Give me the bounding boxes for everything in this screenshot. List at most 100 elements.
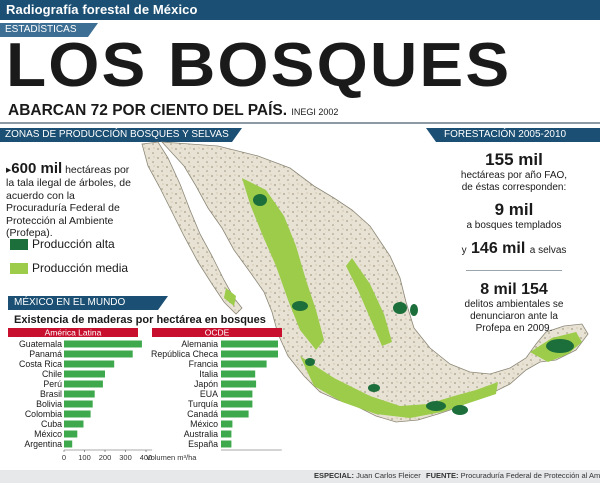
ocde-label-3: Italia xyxy=(199,369,218,379)
ocde-bar-4 xyxy=(221,380,257,388)
ocde-bar-5 xyxy=(221,390,253,398)
latam-label-3: Chile xyxy=(42,369,62,379)
latam-bar-7 xyxy=(64,410,91,418)
legend-label-high: Producción alta xyxy=(32,237,115,251)
ocde-label-10: España xyxy=(188,439,218,449)
latam-bar-5 xyxy=(64,390,95,398)
section-tag-corner xyxy=(88,23,98,37)
legend-swatch-high xyxy=(10,239,28,250)
latam-label-2: Costa Rica xyxy=(19,359,62,369)
latam-label-4: Perú xyxy=(43,379,62,389)
footer-special: ESPECIAL: Juan Carlos Fleicer xyxy=(314,471,421,480)
latam-label-5: Brasil xyxy=(40,389,62,399)
section-tag-label: ESTADÍSTICAS xyxy=(5,24,77,35)
legend-swatch-medium xyxy=(10,263,28,274)
mexico-map xyxy=(141,141,589,423)
forest-tropical-line: y 146 mil a selvas xyxy=(428,240,600,258)
page-title: LOS BOSQUES xyxy=(6,31,512,100)
latam-header xyxy=(8,328,138,337)
latam-bar-9 xyxy=(64,430,78,438)
forest-temperate: 9 mil xyxy=(494,200,534,219)
zones-description: hectáreas por la tala ilegal de árboles,… xyxy=(6,164,131,239)
high-spot-5 xyxy=(452,405,468,415)
high-spot-8 xyxy=(368,384,380,392)
top-title: Radiografía forestal de México xyxy=(6,2,198,17)
zones-bar-label: ZONAS DE PRODUCCIÓN BOSQUES Y SELVAS xyxy=(5,129,229,140)
ocde-bar-7 xyxy=(221,410,249,418)
forestation-bar-label: FORESTACIÓN 2005-2010 xyxy=(444,129,567,140)
latam-label-9: México xyxy=(34,429,62,439)
footer-source-label: FUENTE: xyxy=(426,471,459,480)
high-spot-3 xyxy=(393,302,407,314)
ocde-label-8: México xyxy=(190,419,218,429)
latam-label-6: Bolivia xyxy=(36,399,62,409)
latam-label-8: Cuba xyxy=(41,419,62,429)
page-subtitle: ABARCAN 72 POR CIENTO DEL PAÍS. INEGI 20… xyxy=(8,102,338,120)
ocde-label-4: Japón xyxy=(194,379,218,389)
latam-tick-label-0: 0 xyxy=(62,453,66,462)
world-bar-corner xyxy=(158,296,168,310)
chart-title: Existencia de maderas por hectárea en bo… xyxy=(14,314,266,326)
forest-bar-corner xyxy=(426,128,436,142)
zones-bar: ZONAS DE PRODUCCIÓN BOSQUES Y SELVAS xyxy=(0,128,232,142)
ocde-label-2: Francia xyxy=(189,359,218,369)
zones-text: ▸600 mil hectáreas por la tala ilegal de… xyxy=(6,160,136,240)
legend-label-medium: Producción media xyxy=(32,261,129,275)
ocde-bar-1 xyxy=(221,350,278,358)
forestation-panel: 155 mil hectáreas por año FAO, de éstas … xyxy=(428,148,600,335)
high-spot-6 xyxy=(546,339,574,353)
subtitle-source: INEGI 2002 xyxy=(291,107,339,117)
high-spot-9 xyxy=(305,358,315,366)
footer-source-name: Procuraduría Federal de Protección al Am… xyxy=(460,471,600,480)
forest-temperate-text: a bosques templados xyxy=(466,220,562,231)
baja-medium xyxy=(224,288,236,306)
high-spot-1 xyxy=(253,194,267,206)
footer-special-label: ESPECIAL: xyxy=(314,471,355,480)
ocde-label-9: Australia xyxy=(184,429,218,439)
ocde-bar-9 xyxy=(221,430,232,438)
title-rule xyxy=(0,122,600,124)
high-spot-7 xyxy=(410,304,418,316)
forest-total-text: hectáreas por año FAO, de éstas correspo… xyxy=(460,170,568,193)
crimes-text: delitos ambientales se denunciaron ante … xyxy=(464,299,564,334)
latam-label-10: Argentina xyxy=(24,439,62,449)
zones-bar-corner xyxy=(232,128,242,142)
top-bar: Radiografía forestal de México xyxy=(0,0,600,20)
bullet-arrow: ▸ xyxy=(6,164,12,176)
ocde-label-1: República Checa xyxy=(151,349,218,359)
ocde-bar-8 xyxy=(221,420,233,428)
ocde-bar-2 xyxy=(221,360,267,368)
footer-source: FUENTE: Procuraduría Federal de Protecci… xyxy=(426,471,600,480)
forest-y-word: y xyxy=(461,245,467,256)
forest-tropical-text: a selvas xyxy=(529,245,567,256)
forest-divider xyxy=(466,270,562,271)
ocde-header-label: OCDE xyxy=(205,328,230,338)
subtitle-text: ABARCAN 72 POR CIENTO DEL PAÍS. xyxy=(8,102,288,119)
forest-tropical: 146 mil xyxy=(471,240,526,257)
footer-special-name: Juan Carlos Fleicer xyxy=(356,471,421,480)
latam-label-0: Guatemala xyxy=(19,339,62,349)
latam-label-1: Panamá xyxy=(29,349,62,359)
baja-peninsula xyxy=(141,141,243,315)
ocde-bar-10 xyxy=(221,440,232,448)
latam-bar-2 xyxy=(64,360,115,368)
forestation-bar: FORESTACIÓN 2005-2010 xyxy=(436,128,600,142)
latam-tick-label-2: 200 xyxy=(99,453,112,462)
latam-bar-4 xyxy=(64,380,103,388)
world-bar-label: MÉXICO EN EL MUNDO xyxy=(14,297,126,308)
latam-tick-label-4: 400 xyxy=(140,453,153,462)
latam-bar-10 xyxy=(64,440,73,448)
zones-highlight: 600 mil xyxy=(11,160,63,177)
high-spot-2 xyxy=(292,301,308,311)
crimes-count: 8 mil 154 xyxy=(480,281,548,298)
sierra-oriental-medium xyxy=(346,258,392,346)
latam-bar-3 xyxy=(64,370,105,378)
world-bar: MÉXICO EN EL MUNDO xyxy=(8,296,158,310)
ocde-label-7: Canadá xyxy=(187,409,218,419)
latam-bar-0 xyxy=(64,340,142,348)
ocde-bar-0 xyxy=(221,340,278,348)
section-tag: ESTADÍSTICAS xyxy=(0,23,88,37)
